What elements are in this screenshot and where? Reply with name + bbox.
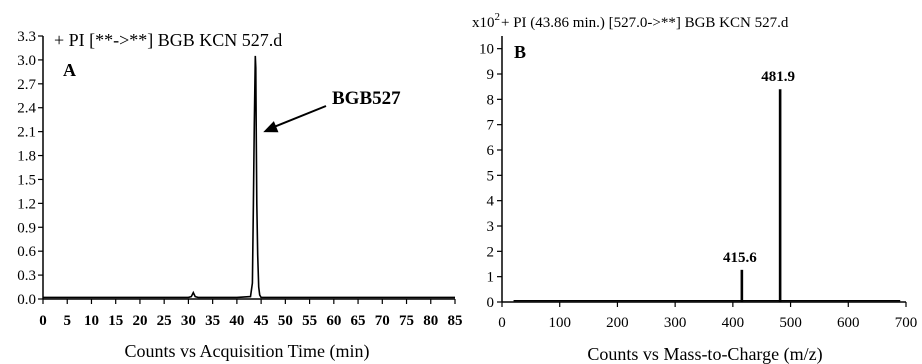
chart-b-y-tick-label: 0 [487,295,495,311]
chart-b-y-tick-label: 7 [487,118,495,134]
chart-a-annotation-label: BGB527 [332,88,401,109]
chart-b-title: + PI (43.86 min.) [527.0->**] BGB KCN 52… [501,15,789,31]
chart-a-title: + PI [**->**] BGB KCN 527.d [54,30,282,50]
chart-a-series [43,55,455,299]
chart-a-x-tick-label: 0 [39,313,47,329]
chart-b-x-tick-label: 500 [779,315,802,331]
chart-a-annotation-arrow [270,105,327,130]
chart-b-scale-prefix: x102 [472,11,500,31]
chart-a-x-tick-label: 40 [229,313,244,329]
chart-a-x-tick-label: 75 [399,313,414,329]
chart-b-y-tick-label: 5 [487,168,495,184]
chart-a-y-tick-label: 0.0 [17,292,36,308]
chart-a-x-tick-label: 35 [205,313,220,329]
chart-b-scale-exponent: 2 [495,11,501,23]
chart-a-annotations: BGB527 [263,88,401,133]
chart-a-x-tick-label: 45 [254,313,269,329]
chart-a-x-tick-label: 65 [351,313,366,329]
chart-a-y-tick-label: 0.6 [17,244,36,260]
chart-panel-b: x102 + PI (43.86 min.) [527.0->**] BGB K… [472,11,917,364]
chart-b-y-tick-label: 9 [487,67,495,83]
chart-b-y-tick-label: 10 [479,42,494,58]
chart-a-x-tick-label: 60 [326,313,341,329]
chart-a-x-tick-label: 20 [132,313,147,329]
chart-a-x-tick-label: 5 [63,313,71,329]
chart-b-y-axis: 0 1 2 3 4 5 6 7 8 9 10 [479,36,503,311]
chart-panel-a: + PI [**->**] BGB KCN 527.d A 0.00.30.60… [17,29,462,362]
chart-b-x-tick-label: 700 [895,315,918,331]
chart-b-y-tick-label: 4 [487,194,495,210]
chart-a-x-tick-label: 80 [423,313,438,329]
chart-a-y-tick-label: 1.5 [17,172,36,188]
chart-a-y-tick-label: 1.8 [17,149,36,165]
chart-b-x-tick-label: 600 [837,315,860,331]
chart-b-x-tick-label: 0 [498,315,506,331]
chart-b-scale-base: x10 [472,15,495,31]
chart-a-x-tick-label: 15 [108,313,123,329]
chart-b-x-tick-label: 300 [664,315,687,331]
chart-a-y-tick-label: 2.7 [17,77,36,93]
chart-a-y-tick-label: 1.2 [17,196,36,212]
chart-b-x-tick-label: 200 [606,315,629,331]
chart-b-y-tick-label: 1 [487,270,495,286]
chart-a-series-line [43,55,455,299]
chart-a-x-tick-label: 10 [84,313,99,329]
chart-b-y-tick-label: 8 [487,92,495,108]
chart-a-x-tick-label: 50 [278,313,293,329]
chart-b-y-tick-label: 6 [487,143,495,159]
chart-a-y-tick-label: 0.3 [17,268,36,284]
chart-b-panel-letter: B [514,42,526,62]
chart-b-x-tick-label: 100 [548,315,571,331]
chart-a-x-tick-label: 25 [157,313,172,329]
chart-a-x-label: Counts vs Acquisition Time (min) [124,341,369,362]
chart-b-series [513,89,901,302]
chart-a-x-tick-label: 70 [375,313,390,329]
chart-a-y-tick-label: 2.1 [17,125,36,141]
chart-a-x-tick-label: 55 [302,313,317,329]
chart-a-y-tick-label: 3.0 [17,53,36,69]
chart-a-y-tick-label: 3.3 [17,29,36,45]
chart-a-x-tick-label: 85 [448,313,463,329]
chart-b-x-label: Counts vs Mass-to-Charge (m/z) [587,344,822,364]
chart-a-x-axis: 0 5 10 15 20 25 30 35 40 45 50 55 60 65 70 75 80 85 [39,298,463,329]
chart-a-x-tick-label: 30 [181,313,196,329]
chart-b-data-label: 481.9 [761,69,795,85]
chart-b-y-tick-label: 3 [487,219,495,235]
chart-b-x-axis: 0 100 200 300 400 500 600 700 [498,301,918,331]
chart-b-y-tick-label: 2 [487,244,495,260]
chart-a-y-tick-label: 2.4 [17,101,36,117]
chart-a-y-tick-label: 0.9 [17,220,36,236]
chart-b-data-label: 415.6 [723,250,757,266]
chart-a-annotation-arrowhead [263,121,279,133]
chart-b-x-tick-label: 400 [722,315,745,331]
chart-b-data-labels: 415.6 481.9 [723,69,795,266]
chart-a-panel-letter: A [63,60,76,80]
chart-a-y-axis: 0.0 0.3 0.6 0.9 1.2 1.5 1.8 2.1 2.4 2.7 3.0 3.3 [17,29,44,308]
